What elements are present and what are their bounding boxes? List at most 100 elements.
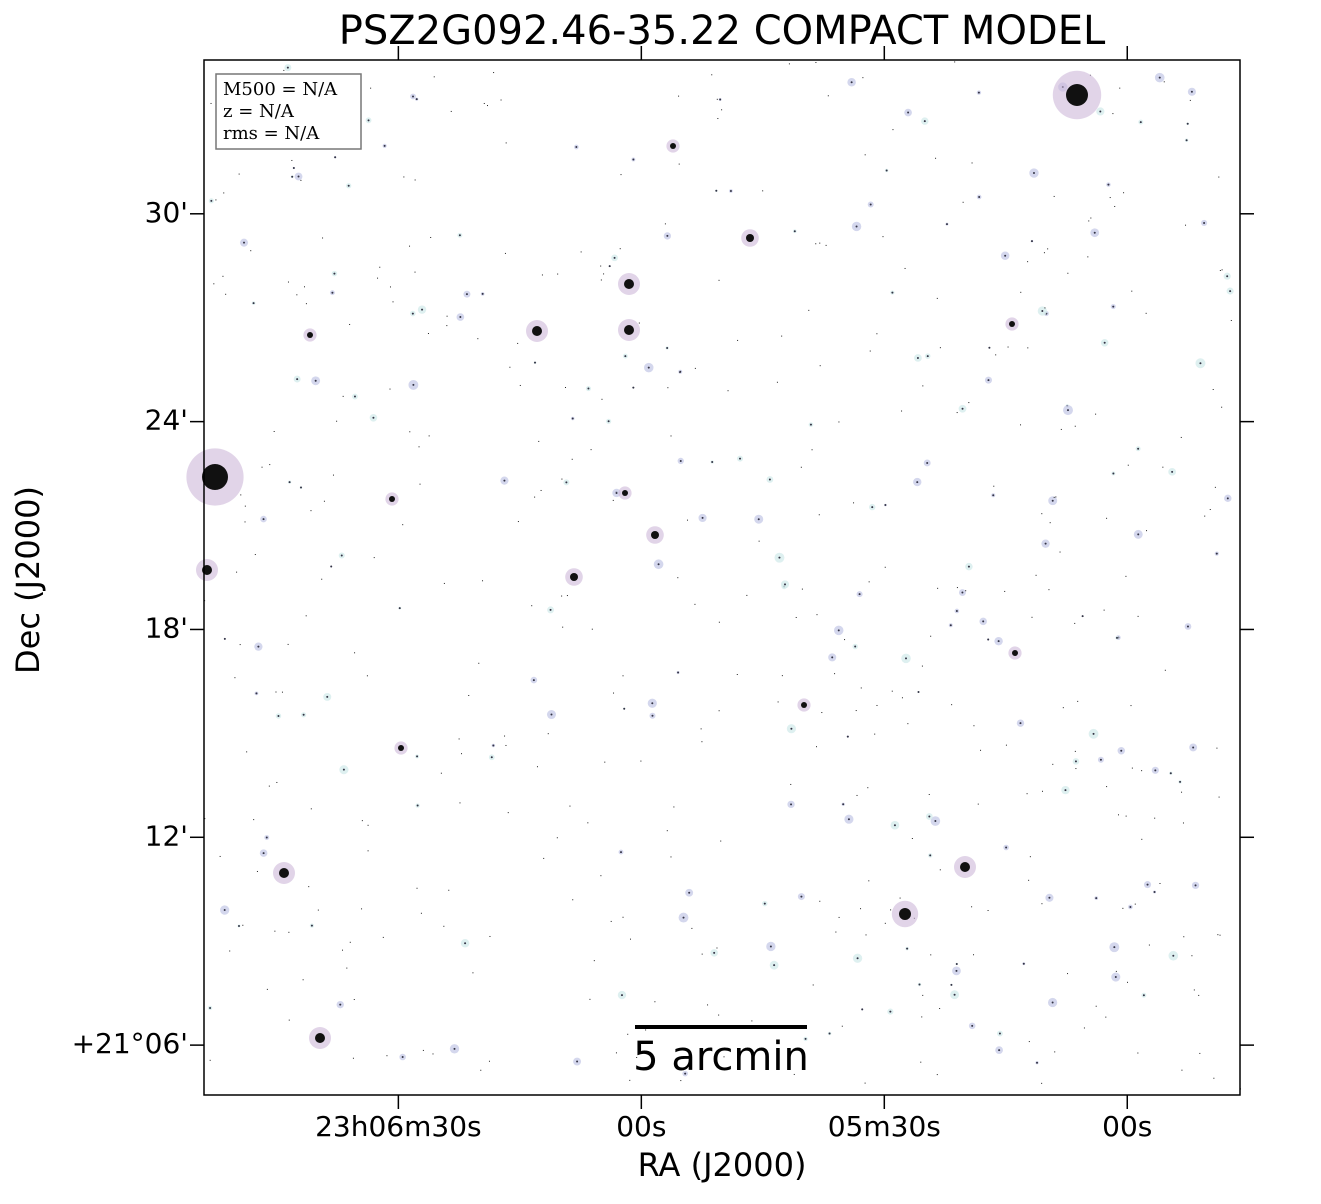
noise-pixel <box>1191 955 1193 957</box>
noise-pixel <box>246 751 248 753</box>
noise-pixel <box>860 908 862 910</box>
noise-pixel <box>1114 205 1116 207</box>
noise-pixel <box>361 908 363 910</box>
noise-pixel <box>1137 1052 1139 1054</box>
noise-pixel <box>864 1082 866 1084</box>
noise-pixel <box>349 323 351 325</box>
source <box>960 862 970 872</box>
faint-core <box>265 836 268 839</box>
faint-core <box>992 494 995 497</box>
noise-pixel <box>1131 290 1133 292</box>
info-line: z = N/A <box>223 101 295 122</box>
noise-pixel <box>956 412 958 414</box>
faint-core <box>905 657 908 660</box>
noise-pixel <box>242 924 244 926</box>
noise-pixel <box>762 190 764 192</box>
faint-core <box>793 230 796 233</box>
faint-core <box>850 81 853 84</box>
noise-pixel <box>677 577 679 579</box>
faint-core <box>916 481 919 484</box>
noise-pixel <box>222 275 224 277</box>
noise-pixel <box>1059 551 1061 553</box>
faint-core <box>1185 139 1188 142</box>
noise-pixel <box>956 587 958 589</box>
x-tick-label: 00s <box>616 1110 666 1143</box>
noise-pixel <box>930 954 932 956</box>
faint-core <box>804 1037 807 1040</box>
noise-pixel <box>977 803 979 805</box>
y-tick-label: 30' <box>145 196 188 229</box>
faint-core <box>906 947 909 950</box>
faint-core <box>945 223 948 226</box>
noise-pixel <box>686 519 688 521</box>
noise-pixel <box>971 906 973 908</box>
faint-core <box>1120 749 1123 752</box>
faint-core <box>651 714 654 717</box>
faint-core <box>929 854 932 857</box>
faint-core <box>790 803 793 806</box>
noise-pixel <box>1067 973 1069 975</box>
faint-core <box>415 98 418 101</box>
source <box>622 490 628 496</box>
noise-pixel <box>720 840 722 842</box>
faint-core <box>623 707 626 710</box>
noise-pixel <box>758 540 760 542</box>
faint-core <box>682 916 685 919</box>
noise-pixel <box>223 192 225 194</box>
noise-pixel <box>538 440 540 442</box>
faint-core <box>571 417 574 420</box>
noise-pixel <box>1164 669 1166 671</box>
noise-pixel <box>800 466 802 468</box>
noise-pixel <box>801 588 803 590</box>
noise-pixel <box>1049 522 1051 524</box>
noise-pixel <box>811 449 813 451</box>
noise-pixel <box>1145 312 1147 314</box>
noise-pixel <box>1181 1069 1183 1071</box>
noise-pixel <box>377 277 379 279</box>
noise-pixel <box>1047 248 1049 250</box>
faint-core <box>209 1006 212 1009</box>
faint-core <box>252 302 255 305</box>
noise-pixel <box>612 499 614 501</box>
noise-pixel <box>600 279 602 281</box>
noise-pixel <box>414 179 416 181</box>
noise-pixel <box>1181 791 1183 793</box>
y-tick-label: 18' <box>145 611 188 644</box>
source <box>570 573 578 581</box>
source <box>670 143 676 149</box>
faint-core <box>632 386 635 389</box>
noise-pixel <box>869 350 871 352</box>
noise-pixel <box>921 665 923 667</box>
noise-pixel <box>468 694 470 696</box>
noise-pixel <box>332 474 334 476</box>
noise-pixel <box>1075 768 1077 770</box>
faint-core <box>1030 240 1033 243</box>
noise-pixel <box>751 1020 753 1022</box>
faint-core <box>412 95 415 98</box>
faint-core <box>715 189 718 192</box>
faint-core <box>987 638 990 641</box>
faint-core <box>503 479 506 482</box>
faint-core <box>977 91 980 94</box>
noise-pixel <box>901 697 903 699</box>
faint-core <box>1142 994 1145 997</box>
source <box>532 326 542 336</box>
noise-pixel <box>296 294 298 296</box>
noise-pixel <box>458 738 460 740</box>
faint-core <box>458 234 461 237</box>
faint-core <box>398 607 401 610</box>
noise-pixel <box>283 69 285 71</box>
faint-core <box>923 120 926 123</box>
noise-pixel <box>855 710 857 712</box>
noise-pixel <box>229 950 231 952</box>
faint-core <box>666 234 669 237</box>
noise-pixel <box>493 72 495 74</box>
noise-pixel <box>321 578 323 580</box>
faint-core <box>326 695 329 698</box>
faint-core <box>367 119 370 122</box>
noise-pixel <box>788 63 790 65</box>
noise-pixel <box>876 333 878 335</box>
noise-pixel <box>838 421 840 423</box>
noise-pixel <box>382 936 384 938</box>
noise-pixel <box>504 735 506 737</box>
